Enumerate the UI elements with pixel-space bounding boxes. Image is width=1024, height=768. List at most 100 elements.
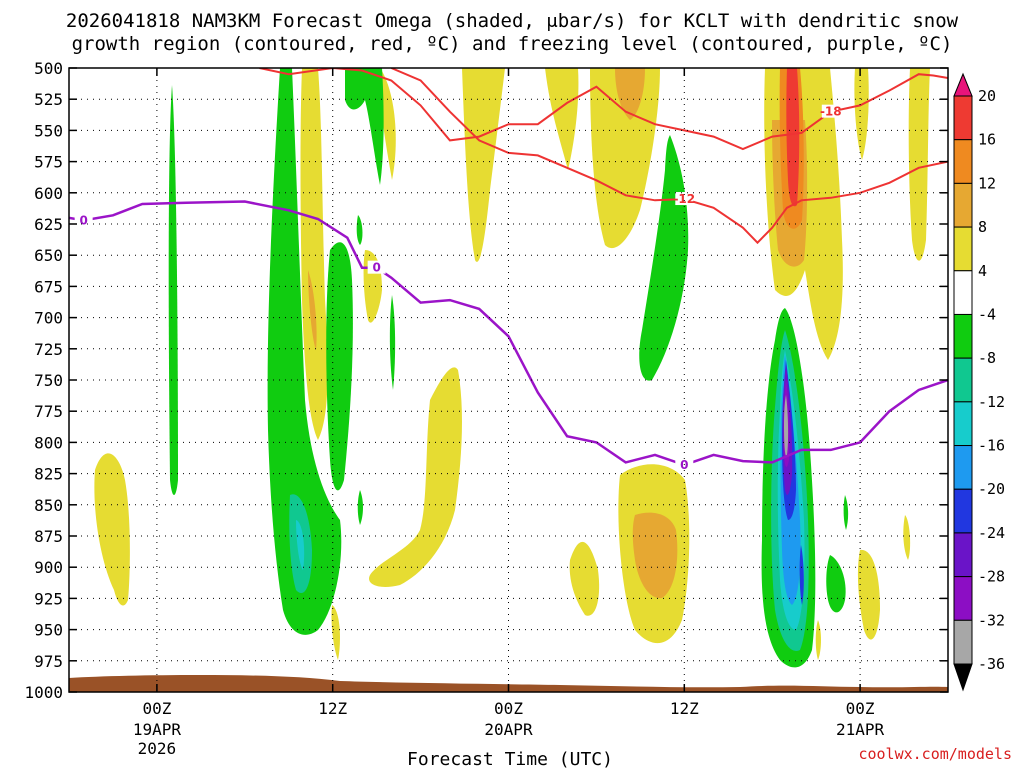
x-tick-date-label: 20APR [484,720,533,739]
freezing-level-contour [69,200,948,467]
y-tick-label: 825 [34,465,63,484]
x-tick-label: 12Z [670,699,699,718]
omega-negative-region [296,520,305,570]
omega-positive-region [308,270,317,350]
y-tick-label: 775 [34,402,63,421]
colorbar-box [953,139,973,184]
dgz-minus12-contour [390,68,948,245]
omega-positive-region [369,367,462,587]
credit-link[interactable]: coolwx.com/models [858,745,1012,763]
y-tick-label: 700 [34,309,63,328]
x-tick-date-label: 21APR [836,720,885,739]
omega-shading [94,68,930,668]
y-tick-label: 625 [34,215,63,234]
colorbar-box [953,226,973,272]
omega-negative-region [356,215,363,245]
omega-negative-region [784,395,789,456]
omega-negative-region [357,490,363,525]
dgz-minus18-label-bg [821,104,840,118]
y-tick-label: 750 [34,371,63,390]
omega-positive-region [379,68,396,180]
colorbar-box [953,95,973,141]
omega-positive-region [786,68,800,207]
x-axis-title: Forecast Time (UTC) [407,749,613,768]
y-tick-label: 650 [34,246,63,265]
omega-positive-region [908,68,930,261]
omega-positive-region [615,68,645,120]
freezing-level-label: 0 [79,213,87,227]
colorbar-label: -36 [978,655,1005,673]
omega-positive-region [854,68,869,160]
y-tick-label: 600 [34,184,63,203]
omega-positive-region [300,68,328,440]
omega-positive-region [331,605,340,660]
x-tick-date-label: 19APR [133,720,182,739]
y-tick-label: 975 [34,652,63,671]
colorbar-box [953,270,973,315]
y-tick-label: 550 [34,121,63,140]
x-tick-label: 12Z [318,699,347,718]
colorbar: 20 16 12 8 4 -4 -8 -12 -16 -20 -24 -28 -32 -36 [953,72,1005,692]
omega-positive-region [857,549,880,640]
colorbar-box [953,445,973,490]
y-tick-label: 725 [34,340,63,359]
colorbar-label: 16 [978,131,996,149]
colorbar-min-arrow [953,663,973,692]
colorbar-label: -20 [978,480,1005,498]
omega-positive-region [462,68,505,262]
colorbar-label: 12 [978,174,996,192]
omega-negative-region [843,495,849,530]
colorbar-max-arrow [953,72,973,97]
y-tick-label: 950 [34,621,63,640]
dgz-minus12-label: -12 [673,192,695,206]
freezing-level-label-bg [367,260,386,274]
colorbar-label: -8 [978,349,996,367]
chart-title-line2: growth region (contoured, red, ºC) and f… [72,33,953,55]
colorbar-box [953,532,973,578]
y-tick-label: 675 [34,277,63,296]
colorbar-box [953,576,973,621]
x-tick-year-label: 2026 [138,739,177,758]
y-tick-label: 900 [34,558,63,577]
colorbar-box [953,488,973,534]
omega-negative-region [326,242,353,491]
colorbar-label: 4 [978,262,987,280]
y-tick-label: 525 [34,90,63,109]
plot-area: 000-12-18 [68,67,949,693]
omega-negative-region [168,85,178,495]
omega-positive-region [545,68,579,170]
y-tick-label: 850 [34,496,63,515]
colorbar-box [953,313,973,359]
gridlines [69,67,948,693]
colorbar-label: -32 [978,611,1005,629]
colorbar-box [953,182,973,228]
colorbar-box [953,619,973,665]
x-tick-label: 00Z [494,699,523,718]
x-tick-label: 00Z [142,699,171,718]
omega-negative-region [389,295,396,390]
omega-positive-region [590,68,660,249]
plot-frame [68,67,949,693]
omega-negative-region [826,555,846,613]
omega-negative-region [799,545,804,605]
colorbar-label: -4 [978,305,996,323]
x-tick-label: 00Z [846,699,875,718]
freezing-level-label: 0 [372,261,380,275]
y-tick-label: 875 [34,527,63,546]
colorbar-box [953,357,973,403]
y-tick-label: 1000 [24,683,63,702]
dgz-minus18-contour [259,68,948,151]
colorbar-label: -28 [978,568,1005,586]
omega-positive-region [569,541,600,616]
dgz-minus12-label-bg [675,192,694,206]
colorbar-label: 8 [978,218,987,236]
dgz-minus18-label: -18 [820,105,842,119]
y-tick-label: 925 [34,589,63,608]
y-tick-label: 500 [34,59,63,78]
colorbar-label: -12 [978,393,1005,411]
omega-positive-region [815,620,821,660]
freezing-level-label-bg [74,213,93,227]
omega-positive-region [94,453,130,606]
